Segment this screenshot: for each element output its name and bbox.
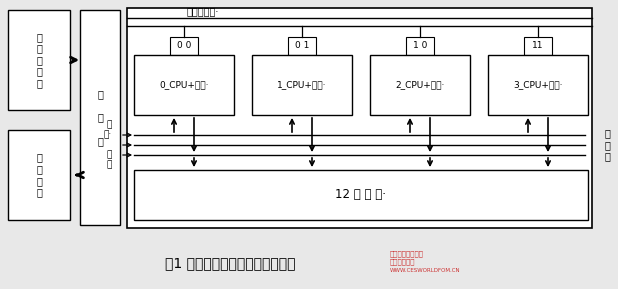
- Bar: [134, 55, 234, 115]
- Bar: [8, 130, 70, 220]
- Text: 拨
号: 拨 号: [107, 150, 112, 170]
- Bar: [170, 37, 198, 55]
- Text: 电气自动化技术网: 电气自动化技术网: [390, 251, 424, 257]
- Text: 信
号
音: 信 号 音: [604, 128, 610, 162]
- Text: 1_CPU+地址·: 1_CPU+地址·: [277, 81, 327, 90]
- Text: 0 0: 0 0: [177, 42, 191, 51]
- Text: 12 个 分 机·: 12 个 分 机·: [336, 188, 386, 201]
- Bar: [370, 55, 470, 115]
- Bar: [524, 37, 552, 55]
- Text: 端
路·: 端 路·: [104, 120, 112, 140]
- Text: 上

位

机: 上 位 机: [97, 89, 103, 146]
- Text: 图1 多机通信程控交换机结构框图: 图1 多机通信程控交换机结构框图: [165, 256, 295, 270]
- Text: 分
机
调
拨
机: 分 机 调 拨 机: [36, 32, 42, 88]
- Text: 通信单行口·: 通信单行口·: [187, 6, 219, 16]
- Text: WWW.CESWORLDFOM.CN: WWW.CESWORLDFOM.CN: [390, 268, 460, 273]
- Bar: [252, 55, 352, 115]
- Bar: [8, 10, 70, 110]
- Text: 电子工程世界: 电子工程世界: [390, 259, 415, 265]
- Text: 3_CPU+地址·: 3_CPU+地址·: [514, 81, 563, 90]
- Text: 分
机
调
转: 分 机 调 转: [36, 153, 42, 197]
- Text: 0_CPU+地址·: 0_CPU+地址·: [159, 81, 209, 90]
- Bar: [134, 170, 588, 220]
- Text: 11: 11: [532, 42, 544, 51]
- Text: 0 1: 0 1: [295, 42, 309, 51]
- Bar: [80, 10, 120, 225]
- Text: 1 0: 1 0: [413, 42, 427, 51]
- Bar: [488, 55, 588, 115]
- Bar: [406, 37, 434, 55]
- Text: 2_CPU+地址·: 2_CPU+地址·: [396, 81, 445, 90]
- Bar: [288, 37, 316, 55]
- Bar: [127, 8, 592, 228]
